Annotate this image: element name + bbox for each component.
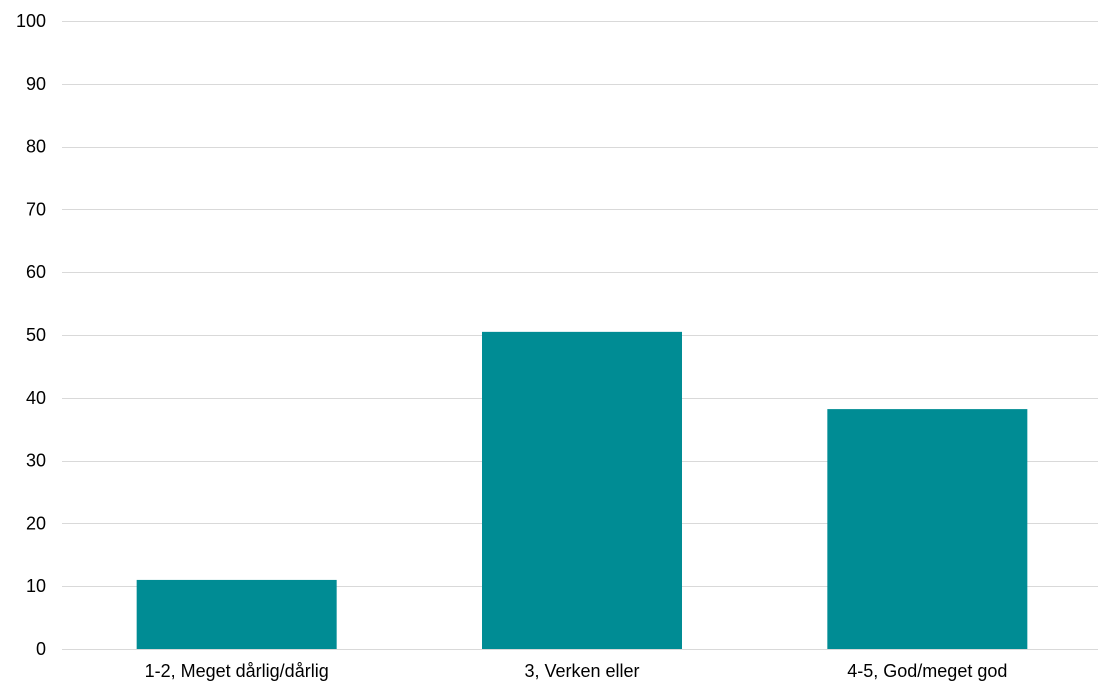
- x-axis-tick-labels: 1-2, Meget dårlig/dårlig 3, Verken eller 4…: [145, 661, 1008, 681]
- bar-1: [136, 579, 337, 649]
- x-tick-label: 3, Verken eller: [524, 661, 639, 681]
- y-tick-label: 100: [16, 11, 46, 31]
- y-tick-label: 0: [36, 639, 46, 659]
- bar-3: [827, 409, 1028, 649]
- y-tick-label: 40: [26, 388, 46, 408]
- y-tick-label: 60: [26, 262, 46, 282]
- bars: [136, 331, 1028, 649]
- y-tick-label: 90: [26, 74, 46, 94]
- bar-2: [482, 331, 682, 649]
- y-tick-label: 80: [26, 137, 46, 157]
- y-tick-label: 30: [26, 451, 46, 471]
- y-tick-label: 70: [26, 199, 46, 219]
- x-tick-label: 4-5, God/meget god: [847, 661, 1007, 681]
- x-tick-label: 1-2, Meget dårlig/dårlig: [145, 661, 329, 681]
- y-tick-label: 10: [26, 576, 46, 596]
- y-tick-label: 20: [26, 513, 46, 533]
- y-axis-tick-labels: 0 10 20 30 40 50 60 70 80 90 100: [16, 11, 46, 659]
- y-tick-label: 50: [26, 325, 46, 345]
